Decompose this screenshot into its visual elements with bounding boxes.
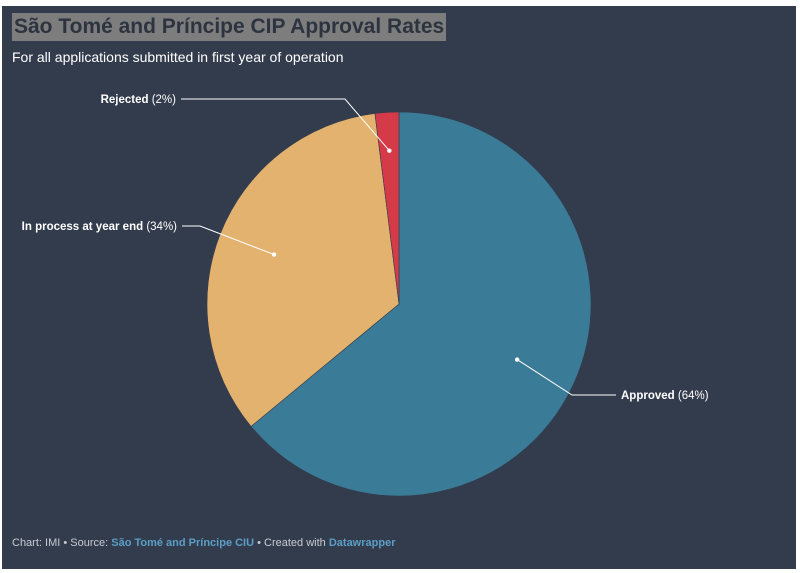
slice-label-approved: Approved (64%) <box>621 390 709 402</box>
pie-slice-approved <box>250 111 592 497</box>
chart-subtitle: For all applications submitted in first … <box>12 49 344 65</box>
callout-line-rejected <box>181 98 390 152</box>
slice-label-name: Approved <box>621 390 675 402</box>
callout-line-in-process <box>182 225 275 255</box>
slice-label-name: Rejected <box>101 94 149 106</box>
callout-dot-in-process <box>271 252 277 257</box>
slice-label-in-process: In process at year end (34%) <box>22 221 177 233</box>
chart-title: São Tomé and Príncipe CIP Approval Rates <box>12 13 447 41</box>
slice-label-name: In process at year end <box>22 221 143 233</box>
pie-slice-in-process <box>206 113 400 427</box>
footer-separator: • Source: <box>60 537 112 549</box>
callout-dot-approved <box>514 357 520 362</box>
source-link[interactable]: São Tomé and Príncipe CIU <box>111 537 255 549</box>
chart-footer: Chart: IMI • Source: São Tomé and Prínci… <box>12 537 395 549</box>
callout-dot-rejected <box>387 148 392 153</box>
footer-separator: • Created with <box>254 537 329 549</box>
footer-credit: Chart: IMI <box>12 537 61 549</box>
slice-label-rejected: Rejected (2%) <box>101 94 177 106</box>
slice-label-percent: (34%) <box>143 221 177 233</box>
slice-label-percent: (2%) <box>149 94 177 106</box>
callout-line-approved <box>516 359 616 396</box>
slice-label-percent: (64%) <box>675 390 709 402</box>
datawrapper-link[interactable]: Datawrapper <box>328 537 396 549</box>
pie-slice-rejected <box>374 111 400 305</box>
